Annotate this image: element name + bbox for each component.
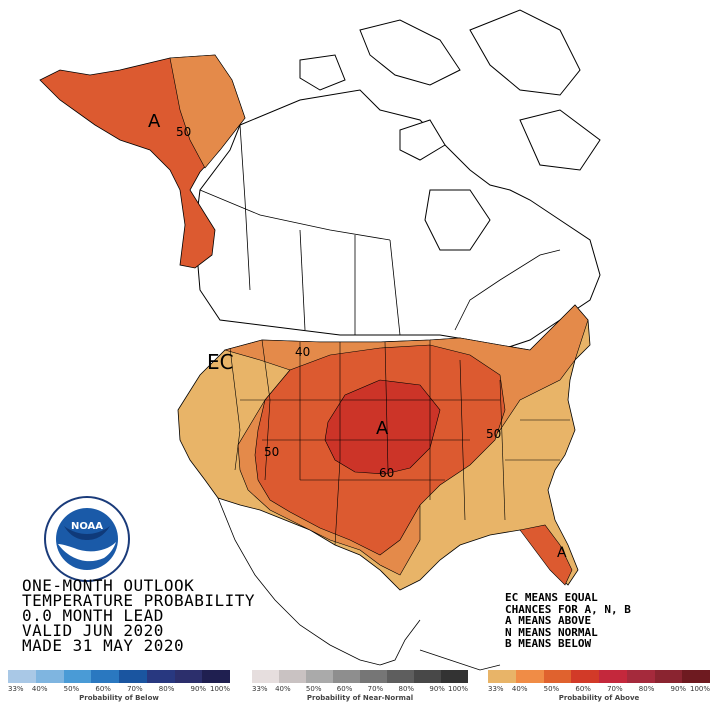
scale-swatch [119,670,147,683]
scale-tick-label: 80% [158,685,175,693]
title-line: ONE-MONTH OUTLOOK [22,576,195,595]
canada-outline [194,9,601,351]
scale-tick-label: 60% [575,685,591,693]
scale-tick-label: 60% [336,685,353,693]
scale-tick-label: 40% [511,685,528,693]
scale-swatch [91,670,119,683]
scale-caption: Probability of Above [558,694,640,702]
scale-tick-label: 100% [447,685,468,693]
mexico-outline [217,497,501,671]
scale-below: 33% 40% 50% 60% 70% 80% 90% 100% Probability of … [8,670,230,706]
contour-50-label: 50 [264,445,279,459]
scale-swatch [306,670,333,683]
scale-tick-label: 33% [488,685,504,693]
alaska-contour-50: 50 [176,125,191,139]
title-line: VALID JUN 2020 [22,621,164,640]
scale-swatch [360,670,387,683]
scale-tick-label: 90% [190,685,207,693]
scale-tick-label: 40% [275,685,291,693]
scale-tick-label: 70% [607,685,623,693]
scale-swatch [333,670,360,683]
scale-tick-label: 33% [252,685,268,693]
scale-tick-label: 90% [429,685,445,693]
center-above-label: A [376,418,389,439]
contour-60-label: 60 [379,466,394,480]
legend-notes: EC MEANS EQUAL CHANCES FOR A, N, B A MEA… [505,592,631,650]
scale-swatch [146,670,175,683]
scale-swatch [441,670,468,683]
legend-note: B MEANS BELOW [505,637,592,650]
scale-ticks: 33% 40% 50% 60% 70% 80% 90% 100% [8,683,230,693]
scale-tick-label: 100% [689,685,710,693]
title-line: MADE 31 MAY 2020 [22,636,185,655]
scale-swatch [599,670,627,683]
contour-40-label: 40 [295,345,310,359]
title-line: 0.0 MONTH LEAD [22,606,164,625]
legend-note: A MEANS ABOVE [505,614,592,627]
scale-swatch [63,670,92,683]
canada-borders [199,124,561,336]
alaska [39,54,246,269]
scale-color-bar [252,670,468,683]
noaa-logo-text: NOAA [71,521,103,532]
scale-near-normal: 33% 40% 50% 60% 70% 80% 90% 100% Probability of … [252,670,468,706]
alaska-above-label: A [148,111,161,132]
scale-swatch [515,670,544,683]
scale-swatch [279,670,306,683]
noaa-logo: NOAA [44,496,130,582]
legend-note: EC MEANS EQUAL [505,591,598,604]
scale-swatch [571,670,599,683]
scale-swatch [414,670,441,683]
legend-note: N MEANS NORMAL [505,625,598,639]
scale-tick-label: 70% [367,685,384,693]
scale-tick-label: 40% [31,685,48,693]
scale-tick-label: 80% [638,685,655,693]
scale-ticks: 33% 40% 50% 60% 70% 80% 90% 100% [252,683,468,693]
scale-tick-label: 50% [543,685,560,693]
scale-swatch [654,670,683,683]
scale-caption: Probability of Near-Normal [306,694,414,702]
scale-swatch [626,670,655,683]
scale-swatch [252,670,279,683]
scale-tick-label: 33% [8,685,24,693]
scale-above: 33% 40% 50% 60% 70% 80% 90% 100% Probability of … [488,670,710,706]
scale-tick-label: 60% [95,685,111,693]
scale-color-bar [8,670,230,683]
scale-swatch [543,670,572,683]
scale-swatch [387,670,414,683]
scale-color-bar [488,670,710,683]
scale-swatch [202,670,230,683]
title-line: TEMPERATURE PROBABILITY [22,591,256,610]
ec-label: EC [207,350,234,374]
state-borders [229,339,570,546]
scale-swatch [174,670,203,683]
outlook-title-block: ONE-MONTH OUTLOOK TEMPERATURE PROBABILIT… [22,576,256,655]
scale-swatch [8,670,36,683]
legend-note: CHANCES FOR A, N, B [505,602,631,616]
scale-swatch [488,670,516,683]
scale-tick-label: 100% [209,685,230,693]
scale-tick-label: 70% [127,685,143,693]
contour-50-east-label: 50 [486,427,501,441]
scale-tick-label: 50% [63,685,80,693]
scale-tick-label: 80% [398,685,415,693]
scale-swatch [682,670,710,683]
scale-ticks: 33% 40% 50% 60% 70% 80% 90% 100% [488,683,710,693]
florida-above-label: A [557,545,567,561]
scale-caption: Probability of Below [79,694,159,702]
scale-swatch [35,670,64,683]
scale-tick-label: 50% [305,685,322,693]
scale-tick-label: 90% [670,685,687,693]
